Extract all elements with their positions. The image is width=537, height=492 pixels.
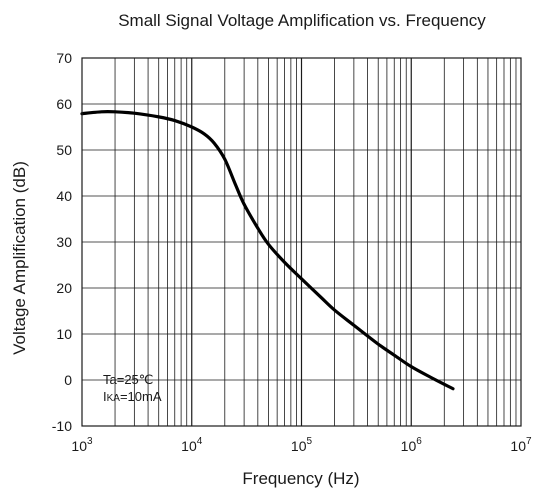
- y-tick-label: 70: [56, 50, 72, 66]
- conditions-annotation: Ta=25℃ IKA=10mA: [103, 372, 162, 404]
- y-tick-label: 0: [64, 372, 72, 388]
- annotation-current: IKA=10mA: [103, 389, 162, 404]
- grid: [82, 58, 521, 426]
- x-tick-label: 106: [401, 436, 423, 454]
- plot-frame: [81, 57, 522, 427]
- annotation-temperature: Ta=25℃: [103, 372, 153, 387]
- y-tick-label: 20: [56, 280, 72, 296]
- x-tick-labels: 103 104 105 106 107: [71, 436, 532, 454]
- x-axis-label: Frequency (Hz): [242, 469, 359, 488]
- y-tick-label: 60: [56, 96, 72, 112]
- y-axis-label: Voltage Amplification (dB): [10, 161, 29, 355]
- y-tick-label: 30: [56, 234, 72, 250]
- y-tick-label: 10: [56, 326, 72, 342]
- y-tick-label: 40: [56, 188, 72, 204]
- chart-title: Small Signal Voltage Amplification vs. F…: [118, 11, 486, 30]
- x-tick-label: 105: [291, 436, 313, 454]
- x-tick-label: 107: [510, 436, 532, 454]
- y-tick-label: -10: [52, 418, 72, 434]
- series-layer: [80, 110, 455, 391]
- series-line-0: [80, 110, 455, 391]
- annotation-current-symbol: I: [103, 389, 107, 404]
- y-tick-label: 50: [56, 142, 72, 158]
- x-tick-label: 103: [71, 436, 93, 454]
- x-tick-label: 104: [181, 436, 203, 454]
- annotation-current-subscript: KA: [107, 393, 121, 404]
- annotation-current-value: =10mA: [120, 389, 162, 404]
- y-tick-labels: 70 60 50 40 30 20 10 0 -10: [52, 50, 72, 434]
